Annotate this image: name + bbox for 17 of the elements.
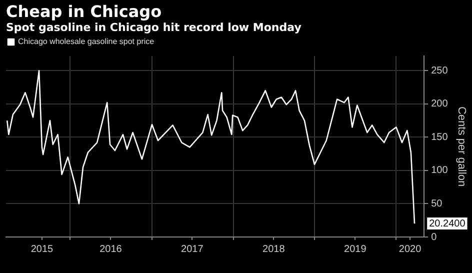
chart-title: Cheap in Chicago bbox=[6, 2, 162, 21]
x-tick-label: 2015 bbox=[30, 244, 54, 255]
y-tick-label: 0 bbox=[431, 232, 438, 243]
x-tick-label: 2019 bbox=[344, 244, 367, 255]
y-tick-label: 100 bbox=[431, 165, 448, 176]
x-tick-label: 2020 bbox=[398, 244, 422, 255]
legend-label: Chicago wholesale gasoline spot price bbox=[18, 37, 155, 46]
x-tick-label: 2017 bbox=[181, 244, 204, 255]
x-tick-label: 2018 bbox=[262, 244, 286, 255]
annotation: 20.2400 bbox=[429, 218, 466, 230]
y-tick-label: 150 bbox=[431, 132, 448, 143]
y-tick-label: 200 bbox=[431, 98, 448, 110]
y-tick-label: 50 bbox=[431, 198, 443, 210]
chart-subtitle: Spot gasoline in Chicago hit record low Monday bbox=[6, 21, 302, 34]
y-axis-title: Cents per gallon bbox=[455, 106, 468, 187]
x-tick-label: 2016 bbox=[100, 244, 122, 255]
y-tick-label: 250 bbox=[431, 65, 448, 76]
